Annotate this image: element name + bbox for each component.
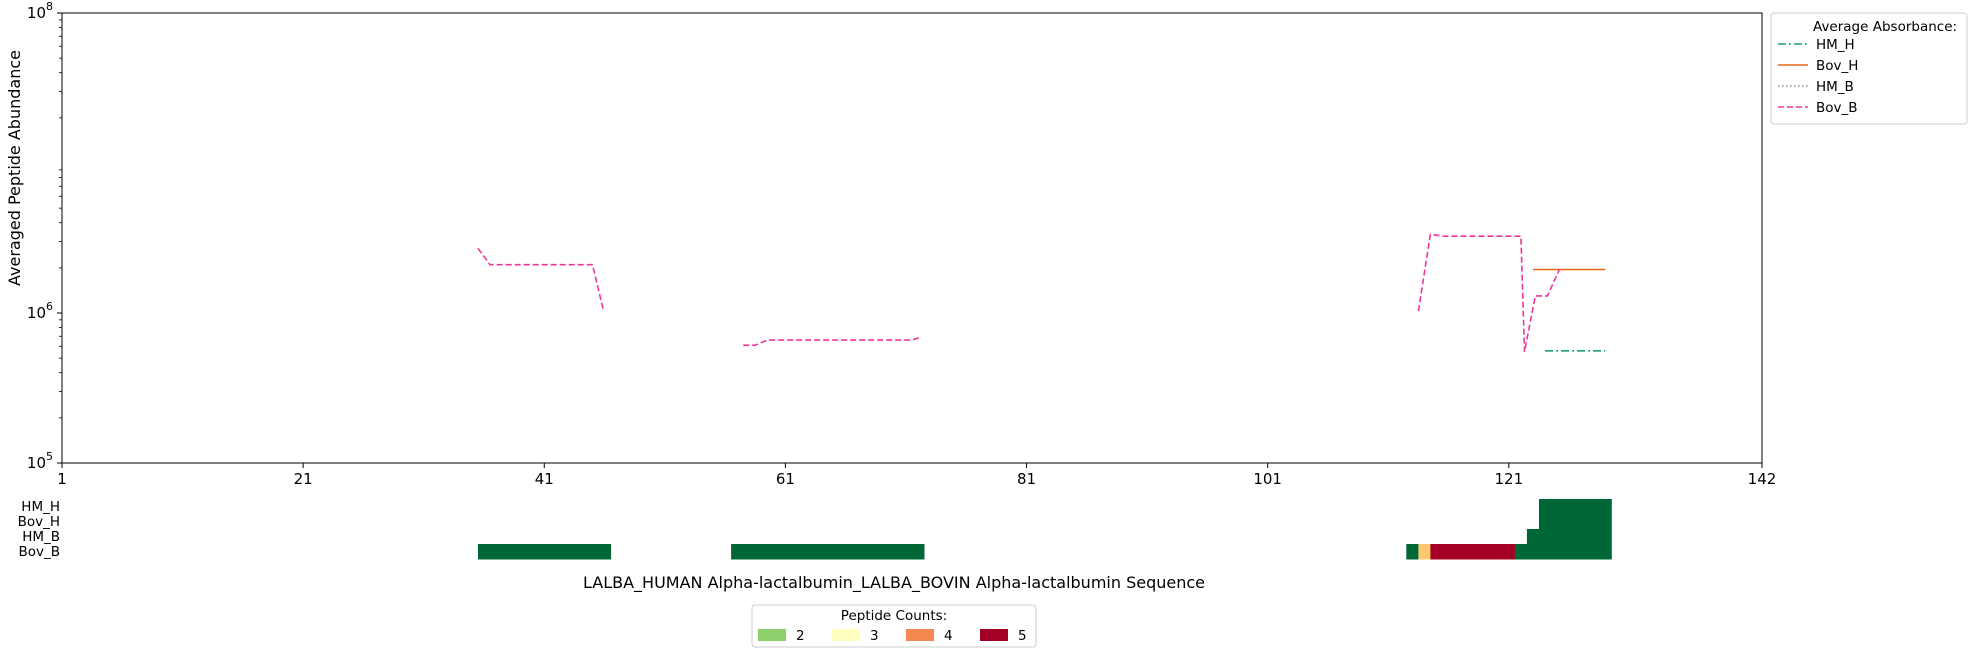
y-tick-label: 108 [27, 0, 53, 22]
heatmap-cells [478, 499, 1612, 560]
count-legend-frame [751, 604, 1037, 648]
line-legend-items: HM_H Bov_H HM_B Bov_B [1778, 37, 1858, 116]
x-tick-label: 81 [1017, 470, 1036, 488]
line-legend-title: Average Absorbance: [1813, 19, 1957, 35]
count-legend-label: 3 [870, 628, 879, 644]
count-legend-items: 2 3 4 5 [758, 628, 1027, 644]
x-axis-ticks: 1 21 41 61 81 101 121 142 [57, 463, 1776, 488]
line-legend-frame [1770, 12, 1968, 125]
count-legend-label: 4 [944, 628, 953, 644]
heatmap-cell [1526, 529, 1612, 545]
x-tick-label: 21 [294, 470, 313, 488]
legend-label: Bov_H [1816, 58, 1858, 74]
x-tick-label: 121 [1494, 470, 1523, 488]
heatmap-row-label: Bov_B [18, 544, 60, 560]
legend-label: HM_H [1816, 37, 1855, 53]
x-tick-label: 101 [1253, 470, 1282, 488]
y-tick-label: 105 [27, 450, 53, 472]
heatmap-cell [731, 544, 925, 560]
heatmap-cell [1539, 499, 1612, 515]
count-legend-label: 2 [796, 628, 805, 644]
x-tick-label: 1 [57, 470, 67, 488]
heatmap-cell [1418, 544, 1431, 560]
x-tick-label: 142 [1748, 470, 1777, 488]
series-line-bov-b [477, 247, 605, 310]
heatmap-cell [478, 544, 612, 560]
legend-label: Bov_B [1816, 100, 1858, 116]
series-line-bov-b [1417, 233, 1561, 353]
count-legend-title: Peptide Counts: [841, 608, 947, 624]
series-line-bov-b [743, 336, 921, 347]
series-layer [477, 233, 1606, 353]
heatmap-row-label: HM_H [21, 499, 60, 515]
count-legend-label: 5 [1018, 628, 1027, 644]
y-axis-label: Averaged Peptide Abundance [5, 50, 24, 286]
plot-frame [61, 12, 1763, 464]
count-legend-swatch [832, 629, 860, 641]
heatmap-row-label: Bov_H [18, 514, 60, 530]
y-axis-ticks: 105 106 108 [27, 0, 62, 472]
heatmap-cell [1406, 544, 1419, 560]
x-tick-label: 41 [535, 470, 554, 488]
count-legend-swatch [906, 629, 934, 641]
x-tick-label: 61 [776, 470, 795, 488]
heatmap-x-label: LALBA_HUMAN Alpha-lactalbumin_LALBA_BOVI… [583, 573, 1205, 593]
heatmap-cell [1539, 514, 1612, 530]
heatmap-row-label: HM_B [22, 529, 60, 545]
count-legend: Peptide Counts: 2 3 4 5 [751, 604, 1037, 648]
legend-label: HM_B [1816, 79, 1854, 95]
line-legend: Average Absorbance: HM_H Bov_H HM_B Bov_B [1770, 12, 1968, 125]
heatmap-cell [1514, 544, 1612, 560]
count-legend-swatch [758, 629, 786, 641]
count-legend-swatch [980, 629, 1008, 641]
y-tick-label: 106 [27, 300, 53, 322]
heatmap-cell [1430, 544, 1516, 560]
